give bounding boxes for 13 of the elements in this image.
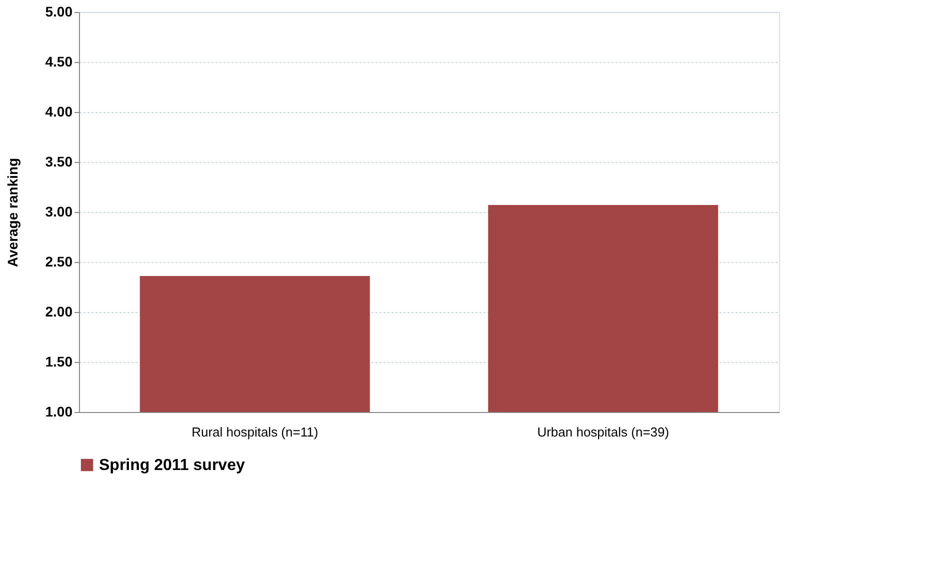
legend-label: Spring 2011 survey xyxy=(99,457,245,474)
y-axis-title: Average ranking xyxy=(4,158,20,268)
y-tick-label: 4.50 xyxy=(45,54,73,70)
y-tick-label: 3.00 xyxy=(45,204,73,220)
y-tick-label: 5.00 xyxy=(45,4,73,20)
y-tick-label: 1.50 xyxy=(45,354,73,370)
x-tick-label: Urban hospitals (n=39) xyxy=(537,424,670,440)
y-tick-label: 4.00 xyxy=(45,104,73,120)
y-tick-label: 3.50 xyxy=(45,154,73,170)
y-tick-label: 2.50 xyxy=(45,254,73,270)
y-tick-label: 1.00 xyxy=(45,404,73,420)
y-tick-label: 2.00 xyxy=(45,304,73,320)
x-tick-label: Rural hospitals (n=11) xyxy=(192,424,318,440)
